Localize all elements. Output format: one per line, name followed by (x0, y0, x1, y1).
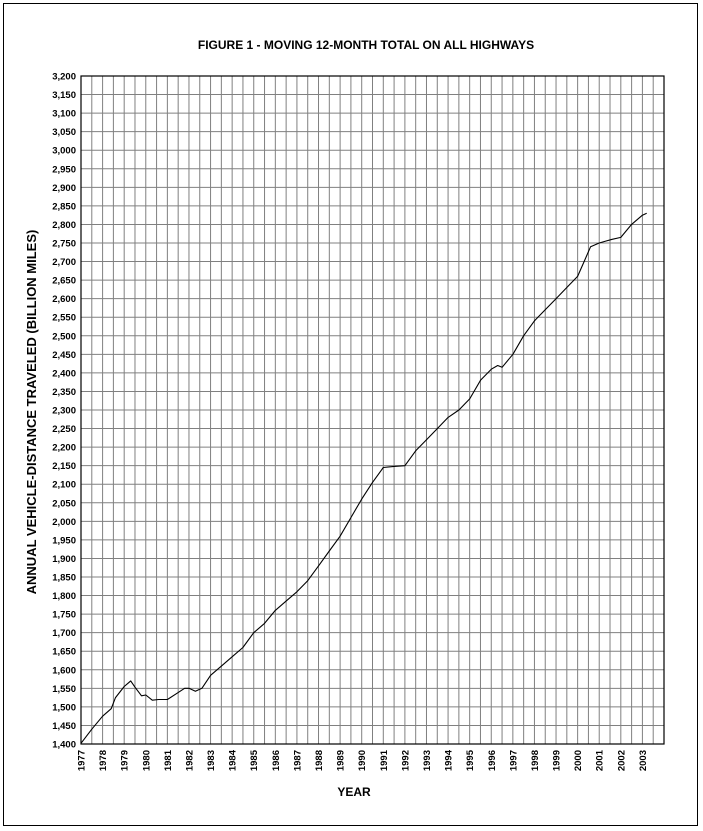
y-tick-label: 2,200 (52, 443, 76, 454)
y-tick-label: 1,450 (52, 721, 76, 732)
plot-border (80, 75, 665, 745)
y-tick-label: 1,850 (52, 573, 76, 584)
y-tick-label: 2,050 (52, 498, 76, 509)
chart-frame: FIGURE 1 - MOVING 12-MONTH TOTAL ON ALL … (3, 3, 698, 826)
y-tick-label: 2,400 (52, 368, 76, 379)
x-tick-label: 1986 (271, 750, 282, 771)
x-tick-label: 1982 (184, 750, 195, 771)
x-tick-label: 1997 (508, 750, 519, 771)
x-tick-label: 1992 (400, 750, 411, 771)
y-tick-label: 1,400 (52, 740, 76, 751)
y-tick-label: 2,700 (52, 257, 76, 268)
x-tick-label: 1980 (141, 750, 152, 771)
y-tick-label: 2,650 (52, 276, 76, 287)
y-tick-labels: 1,400 1,450 1,500 1,550 1,600 1,650 1,700 1,750… (52, 72, 76, 751)
y-tick-label: 2,250 (52, 424, 76, 435)
y-tick-label: 2,900 (52, 183, 76, 194)
y-tick-label: 2,750 (52, 239, 76, 250)
y-tick-label: 2,000 (52, 517, 76, 528)
x-tick-label: 1995 (465, 749, 476, 771)
y-axis-label: ANNUAL VEHICLE-DISTANCE TRAVELED (BILLIO… (24, 230, 39, 595)
y-tick-label: 2,500 (52, 331, 76, 342)
y-tick-label: 2,450 (52, 350, 76, 361)
y-tick-label: 1,550 (52, 684, 76, 695)
y-tick-label: 1,650 (52, 647, 76, 658)
y-tick-label: 1,900 (52, 554, 76, 565)
x-tick-label: 2000 (573, 750, 584, 771)
x-tick-label: 1984 (228, 749, 239, 771)
x-tick-label: 1999 (552, 750, 563, 771)
x-tick-label: 1988 (314, 750, 325, 771)
y-tick-label: 3,200 (52, 72, 76, 83)
y-tick-label: 3,100 (52, 109, 76, 120)
y-tick-label: 2,350 (52, 387, 76, 398)
x-tick-label: 1989 (336, 750, 347, 771)
y-tick-label: 3,150 (52, 90, 76, 101)
y-tick-label: 1,700 (52, 628, 76, 639)
x-tick-label: 2001 (595, 749, 606, 771)
y-tick-label: 2,600 (52, 294, 76, 305)
y-tick-label: 1,750 (52, 610, 76, 621)
y-tick-label: 2,800 (52, 220, 76, 231)
series-layer (80, 212, 647, 744)
x-tick-label: 1990 (357, 750, 368, 771)
x-tick-label: 1998 (530, 750, 541, 771)
chart-svg: FIGURE 1 - MOVING 12-MONTH TOTAL ON ALL … (24, 38, 665, 799)
y-tick-label: 1,950 (52, 535, 76, 546)
x-tick-label: 1994 (444, 749, 455, 771)
y-tick-label: 2,300 (52, 406, 76, 417)
x-tick-label: 1991 (379, 749, 390, 771)
x-tick-label: 2003 (638, 750, 649, 771)
x-tick-label: 1985 (249, 749, 260, 771)
y-tick-label: 2,100 (52, 480, 76, 491)
x-tick-label: 1996 (487, 750, 498, 771)
x-tick-label: 2002 (616, 750, 627, 771)
y-tick-label: 2,150 (52, 461, 76, 472)
x-tick-label: 1978 (98, 750, 109, 771)
x-tick-label: 1981 (163, 749, 174, 771)
grid (80, 75, 665, 745)
x-tick-label: 1977 (77, 750, 88, 771)
y-tick-label: 2,950 (52, 164, 76, 175)
chart-title: FIGURE 1 - MOVING 12-MONTH TOTAL ON ALL … (198, 38, 534, 52)
y-tick-label: 2,550 (52, 313, 76, 324)
x-tick-label: 1983 (206, 750, 217, 771)
y-tick-label: 1,600 (52, 665, 76, 676)
y-tick-label: 3,000 (52, 146, 76, 157)
y-tick-label: 1,800 (52, 591, 76, 602)
y-tick-label: 1,500 (52, 702, 76, 713)
series-line-0 (80, 212, 647, 744)
x-tick-label: 1987 (292, 750, 303, 771)
y-tick-label: 2,850 (52, 201, 76, 212)
y-tick-label: 3,050 (52, 127, 76, 138)
x-axis-label: YEAR (337, 785, 371, 799)
x-tick-labels: 1977 1978 1979 1980 1981 1982 1983 1984 1985 1986… (77, 749, 649, 771)
x-tick-label: 1993 (422, 750, 433, 771)
x-tick-label: 1979 (120, 750, 131, 771)
